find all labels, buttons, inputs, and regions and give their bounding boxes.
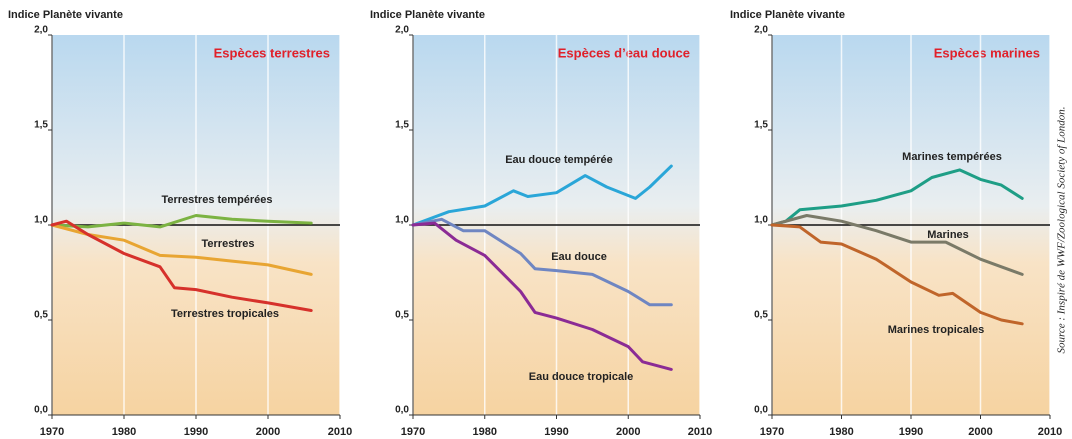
x-tick-label: 1980: [112, 426, 136, 438]
line: [770, 223, 1024, 326]
line: [50, 223, 313, 276]
series-label: Terrestres tropicales: [171, 308, 279, 320]
series-label: Marines tropicales: [888, 324, 985, 336]
source: Source : Inspiré de WWF/Zoological Socie…: [1056, 106, 1068, 353]
series-label: Terrestres tempérées: [161, 194, 272, 206]
subtitle: Espèces marines: [934, 45, 1040, 60]
y-tick-label: 1,0: [754, 215, 768, 226]
y-tick-label: 0,0: [754, 405, 768, 416]
x-tick-label: 2000: [968, 426, 992, 438]
y-tick-label: 0,5: [34, 310, 48, 321]
x-tick-label: 1970: [760, 426, 784, 438]
x-tick-label: 2010: [328, 426, 352, 438]
x-tick-label: 1970: [401, 426, 425, 438]
y-tick-label: 2,0: [754, 25, 768, 36]
y-tick-label: 0,0: [34, 405, 48, 416]
y-tick-label: 2,0: [395, 25, 409, 36]
line: [50, 219, 313, 312]
line: [411, 217, 673, 307]
x-tick-label: 1980: [473, 426, 497, 438]
x-tick-label: 2010: [688, 426, 712, 438]
x-tick-label: 1980: [829, 426, 853, 438]
y-axis-label: Indice Planète vivante: [8, 9, 123, 21]
y-tick-label: 0,0: [395, 405, 409, 416]
x-tick-label: 1970: [40, 426, 64, 438]
line: [50, 214, 313, 229]
series-label: Marines: [927, 229, 969, 241]
series-label: Eau douce tropicale: [529, 371, 634, 383]
series-label: Terrestres: [202, 238, 255, 250]
y-tick-label: 1,5: [395, 120, 409, 131]
series-label: Eau douce tempérée: [505, 154, 613, 166]
x-tick-label: 1990: [184, 426, 208, 438]
y-tick-label: 1,5: [34, 120, 48, 131]
x-tick-label: 2000: [616, 426, 640, 438]
series-label: Eau douce: [551, 251, 607, 263]
series-label: Marines tempérées: [902, 151, 1002, 163]
y-tick-label: 1,0: [34, 215, 48, 226]
y-tick-label: 0,5: [395, 310, 409, 321]
subtitle: Espèces d’eau douce: [558, 45, 690, 60]
x-tick-label: 2000: [256, 426, 280, 438]
x-tick-label: 1990: [544, 426, 568, 438]
y-tick-label: 2,0: [34, 25, 48, 36]
line: [411, 221, 673, 371]
y-tick-label: 1,5: [754, 120, 768, 131]
y-axis-label: Indice Planète vivante: [370, 9, 485, 21]
line: [770, 214, 1024, 276]
y-tick-label: 1,0: [395, 215, 409, 226]
x-tick-label: 1990: [899, 426, 923, 438]
y-axis-label: Indice Planète vivante: [730, 9, 845, 21]
subtitle: Espèces terrestres: [214, 45, 330, 60]
line: [770, 168, 1024, 227]
line: [411, 164, 673, 227]
y-tick-label: 0,5: [754, 310, 768, 321]
x-tick-label: 2010: [1038, 426, 1062, 438]
